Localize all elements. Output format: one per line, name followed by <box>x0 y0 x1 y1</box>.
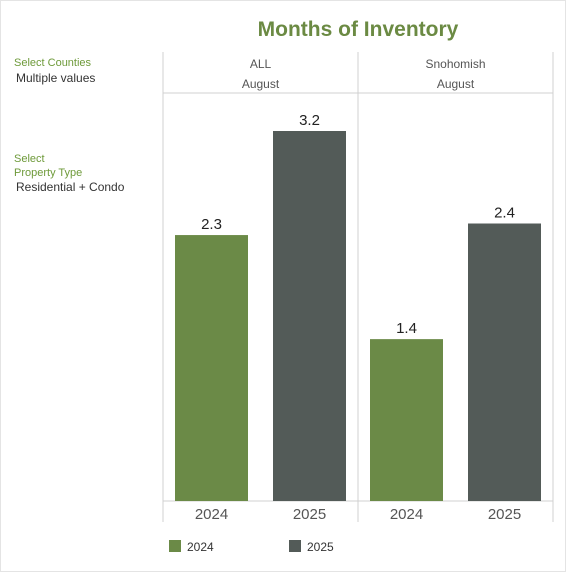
chart-title: Months of Inventory <box>257 18 459 41</box>
panel-header-month: August <box>437 77 475 91</box>
x-tick-label: 2025 <box>488 506 521 523</box>
data-label: 3.2 <box>299 112 320 129</box>
bar-2025 <box>273 131 346 501</box>
panel-header-county: ALL <box>250 57 272 71</box>
counties-filter-value[interactable]: Multiple values <box>16 71 96 85</box>
panel-header-county: Snohomish <box>425 57 485 71</box>
bar-2024 <box>175 235 248 501</box>
legend-swatch-2025 <box>289 540 301 552</box>
data-label: 1.4 <box>396 320 417 337</box>
x-tick-label: 2025 <box>293 506 326 523</box>
x-tick-label: 2024 <box>195 506 228 523</box>
property-type-filter-label-line2: Property Type <box>14 167 83 179</box>
x-tick-label: 2024 <box>390 506 423 523</box>
bar-2024 <box>370 339 443 501</box>
data-label: 2.3 <box>201 216 222 233</box>
panel-header-month: August <box>242 77 280 91</box>
legend-swatch-2024 <box>169 540 181 552</box>
data-label: 2.4 <box>494 205 515 222</box>
bar-2025 <box>468 223 541 501</box>
legend-label-2025: 2025 <box>307 540 334 554</box>
property-type-filter-label-line1: Select <box>14 153 45 165</box>
legend-label-2024: 2024 <box>187 540 214 554</box>
counties-filter-label: Select Counties <box>14 57 92 69</box>
property-type-filter-value[interactable]: Residential + Condo <box>16 180 125 194</box>
